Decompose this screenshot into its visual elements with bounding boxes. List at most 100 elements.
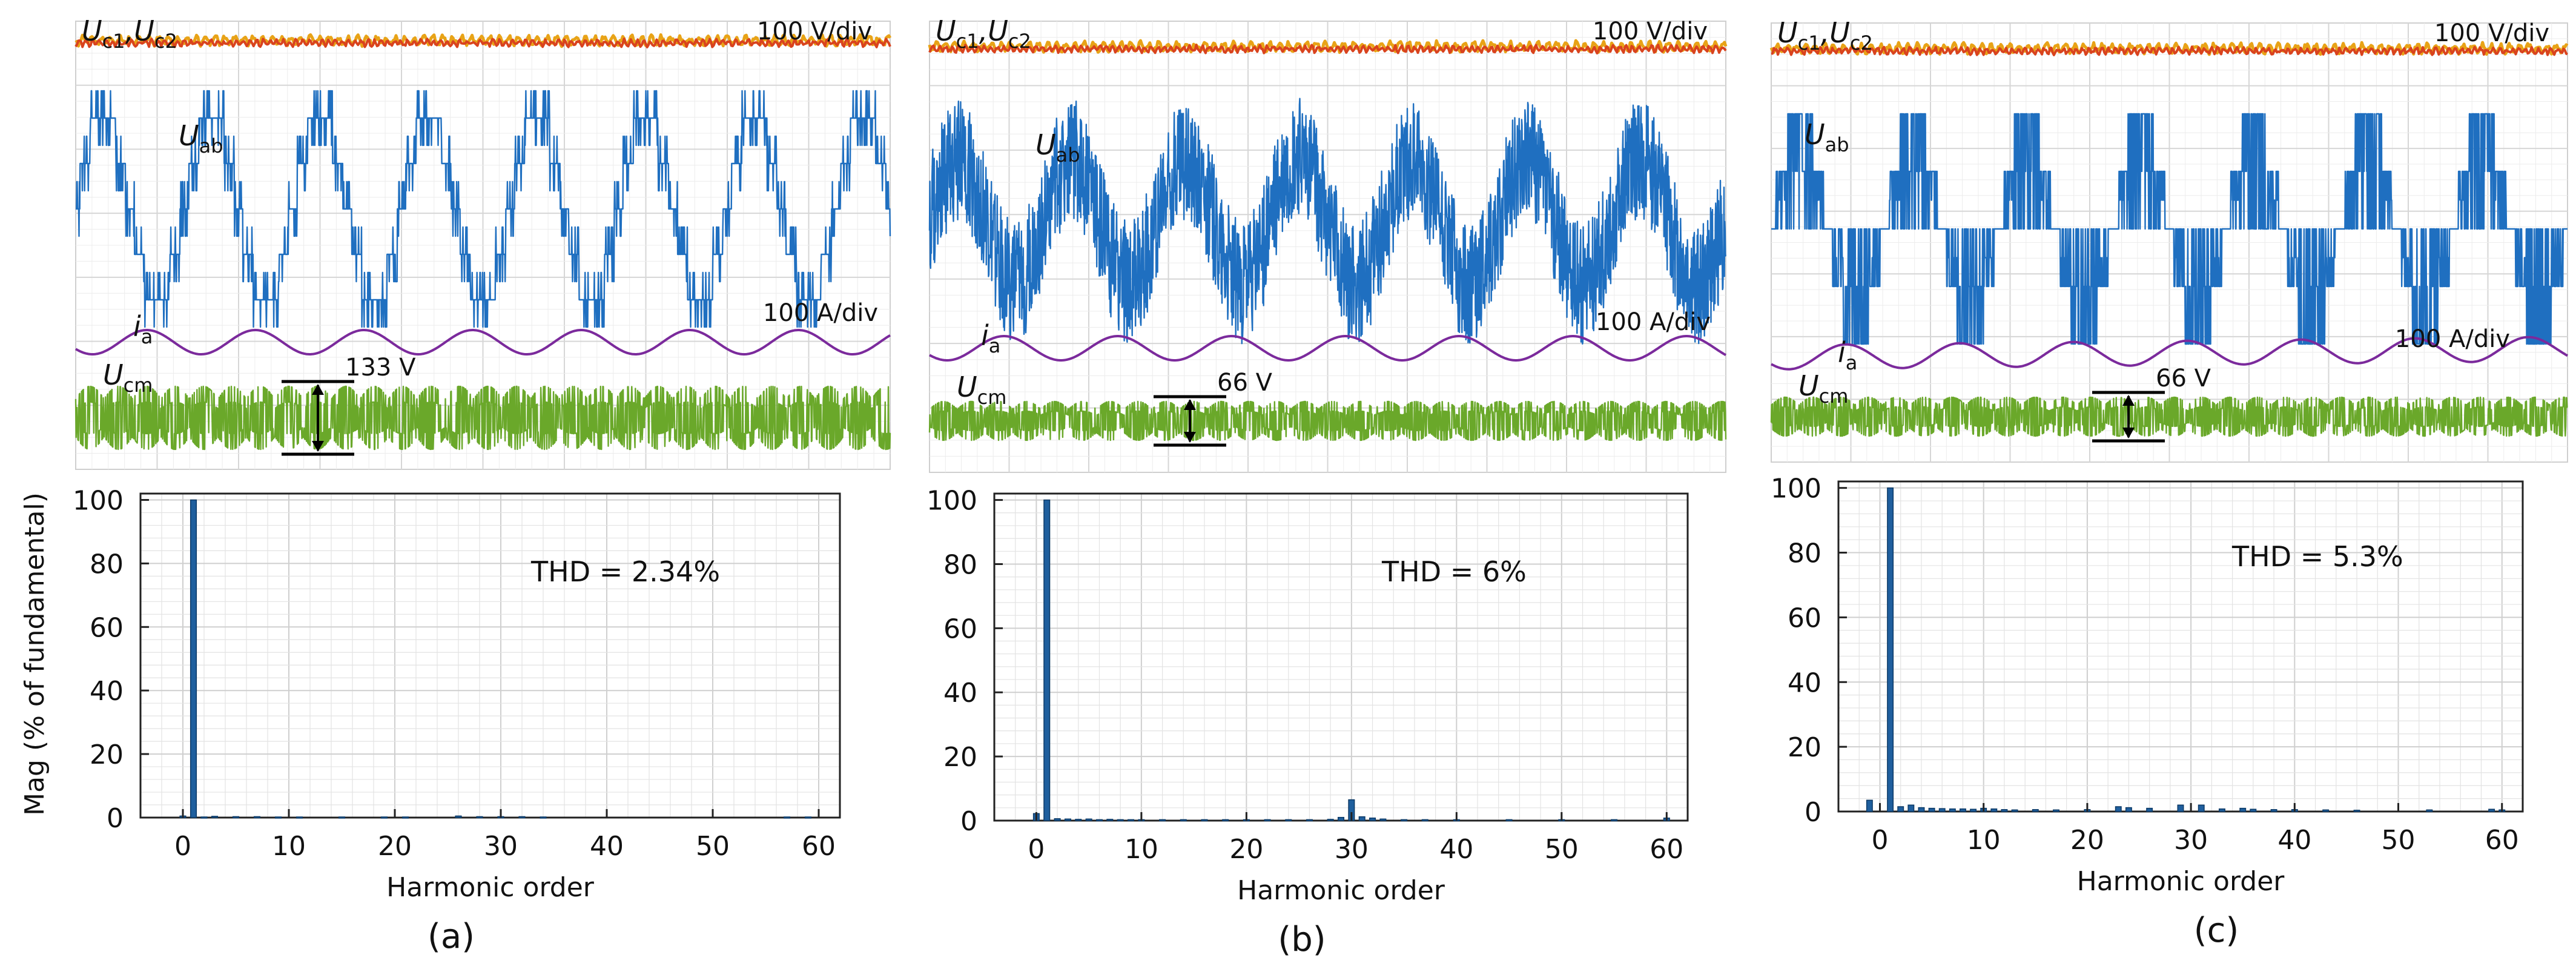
ia-label-part: a: [1846, 351, 1858, 374]
uc2-trace: [928, 44, 1727, 55]
ucm-label: Ucm: [1798, 369, 1848, 408]
bar-h32: [1369, 818, 1376, 821]
thd-label: THD = 5.3%: [2231, 540, 2403, 573]
bar-h28: [476, 816, 483, 819]
ucm-label-part: cm: [124, 374, 153, 397]
ia-scale-label: 100 A/div: [1596, 308, 1711, 336]
bar-h24: [2125, 807, 2132, 812]
bar-h5: [1928, 807, 1935, 812]
bar-h7: [1106, 819, 1114, 821]
bar-h1: [190, 499, 197, 818]
bar-h6: [1095, 819, 1103, 822]
plot-area: [993, 492, 1689, 822]
uab-label: Uab: [179, 119, 223, 157]
x-axis-label: Harmonic order: [386, 872, 595, 903]
bar-h26: [455, 815, 462, 818]
bar-h12: [1159, 819, 1166, 822]
bar-h26: [1306, 819, 1313, 822]
bar-h1: [1043, 499, 1051, 821]
bar-h12: [2001, 809, 2008, 812]
plot-area: [1837, 480, 2524, 813]
uc2-trace: [1771, 45, 2568, 56]
bar-h2: [200, 816, 208, 819]
x-tick-label: 0: [1028, 834, 1045, 865]
ucm-label: Ucm: [103, 359, 153, 397]
uab-label-part: U: [1035, 128, 1056, 161]
x-tick-label: 30: [484, 831, 518, 862]
bar-h-1: [1866, 799, 1873, 812]
bar-h8: [1117, 819, 1124, 822]
bar-h15: [338, 816, 346, 819]
ucm-label-part: cm: [977, 386, 1007, 409]
uab-label: Uab: [1035, 128, 1080, 167]
bar-h35: [2239, 807, 2247, 812]
plot-border: [139, 492, 841, 819]
uc-label: Uc1,Uc2: [1777, 16, 1873, 55]
x-tick-label: 60: [802, 831, 836, 862]
x-axis-label: Harmonic order: [2077, 866, 2285, 897]
bar-h53: [2426, 809, 2433, 812]
uc1-trace: [928, 39, 1728, 55]
bar-h31: [2198, 804, 2205, 812]
thd-label: THD = 2.34%: [530, 555, 720, 588]
ia-trace: [1771, 336, 2568, 371]
bar-h2: [1897, 806, 1904, 812]
ia-label-part: a: [989, 334, 1001, 357]
bar-h31: [1358, 816, 1366, 821]
bar-h3: [1907, 804, 1915, 812]
bar-h29: [2177, 804, 2184, 812]
ucm-trace: [928, 400, 1727, 441]
uc-label-part: c2: [1850, 31, 1873, 55]
bar-chart-b: 0 10 20 30 40 50 60 0 20 40 60 80 100 Harmonic order T…: [926, 486, 1689, 906]
panel-label: (c): [2194, 911, 2239, 950]
y-tick-label: 20: [90, 739, 124, 770]
ucm-trace: [1770, 396, 2568, 437]
ucm-label: Ucm: [957, 371, 1006, 409]
x-tick-label: 0: [1871, 825, 1888, 856]
uc1-trace: [1769, 41, 2569, 56]
bar-h23: [2115, 806, 2122, 812]
bar-h21: [401, 816, 409, 819]
uab-label-part: ab: [199, 134, 223, 157]
x-tick-label: 50: [1545, 834, 1579, 865]
uc-label-part: U: [1777, 16, 1798, 49]
ia-label-part: a: [141, 325, 153, 348]
y-tick-label: 100: [1771, 474, 1821, 504]
bar-h26: [2146, 807, 2153, 812]
ucm-pp-label: 66 V: [1217, 369, 1273, 397]
bar-h11: [1990, 808, 1998, 812]
ia-scale-label: 100 A/div: [763, 299, 878, 327]
ia-trace: [74, 329, 891, 355]
uab-trace: [1771, 113, 2568, 345]
uc-label-part: ,: [979, 15, 988, 47]
bar-h55: [1611, 819, 1618, 822]
ia-label-part: i: [981, 319, 989, 352]
uc-label-part: ,: [1821, 16, 1830, 49]
x-tick-label: 40: [2277, 825, 2311, 856]
bar-h9: [1128, 819, 1135, 822]
plot-area: [139, 492, 841, 819]
bar-h33: [2219, 808, 2225, 812]
bar-h32: [518, 816, 526, 819]
thd-label: THD = 6%: [1381, 555, 1527, 588]
ucm-arrowhead-up: [1184, 399, 1196, 410]
uc-label-part: U: [988, 15, 1008, 47]
y-tick-label: 40: [943, 678, 977, 709]
uc-label: Uc1,Uc2: [936, 15, 1031, 53]
uc-label-part: U: [134, 15, 154, 47]
y-tick-label: 40: [90, 676, 124, 707]
x-axis-label: Harmonic order: [1237, 875, 1445, 906]
uc-label: Uc1,Uc2: [82, 15, 177, 53]
bar-h5: [232, 816, 240, 819]
ia-label-part: i: [1838, 336, 1846, 369]
uc-label-part: c2: [1008, 30, 1031, 53]
uc-scale-label: 100 V/div: [1593, 18, 1708, 45]
ucm-pp-label: 66 V: [2156, 365, 2211, 392]
y-axis-label: Mag (% of fundamental): [19, 492, 50, 816]
x-tick-label: 20: [2070, 825, 2104, 856]
uc-label-part: U: [82, 15, 102, 47]
